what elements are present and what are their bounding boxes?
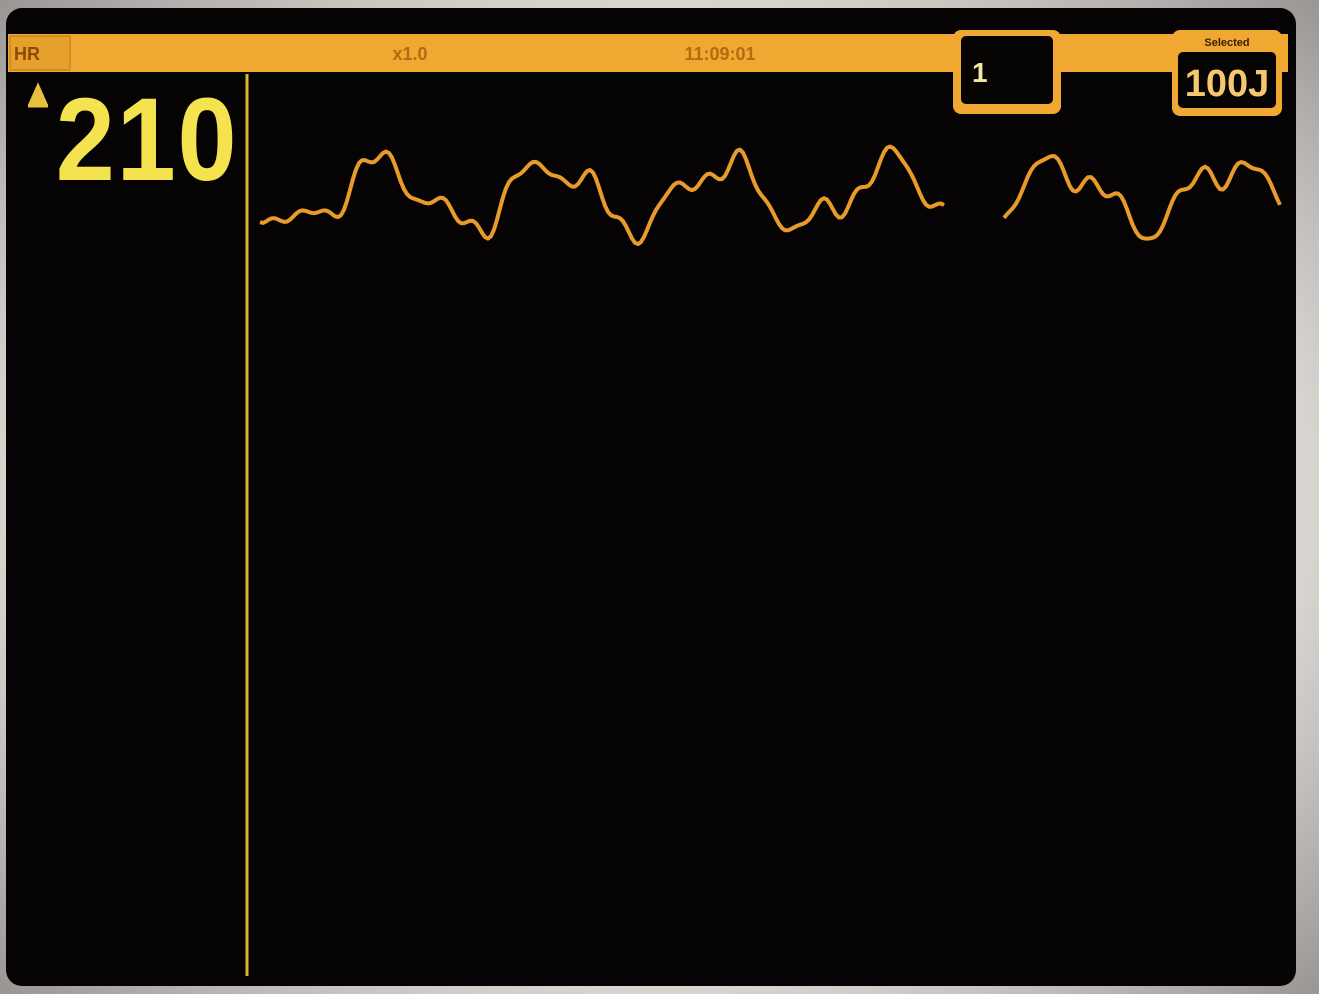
- lead-box[interactable]: [961, 36, 1053, 104]
- status-bar: [8, 34, 1288, 72]
- energy-value: 100J: [1185, 63, 1270, 105]
- clock: 11:09:01: [684, 44, 755, 64]
- display: [6, 8, 1296, 986]
- gain-label: x1.0: [392, 44, 427, 64]
- heart-rate-value: 210: [56, 73, 239, 205]
- alarm-icon: [27, 82, 49, 108]
- ecg-waveform: [259, 144, 1282, 247]
- lead-label: 1: [972, 57, 988, 88]
- energy-caption: Selected: [1204, 37, 1249, 49]
- parameter-tab: [9, 35, 71, 71]
- parameter-label: HR: [14, 44, 40, 64]
- energy-box[interactable]: [1178, 52, 1276, 108]
